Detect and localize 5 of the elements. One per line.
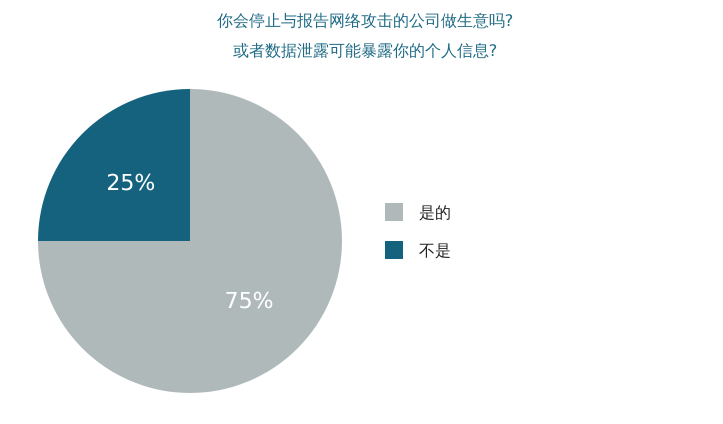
- legend-label: 不是: [419, 241, 451, 260]
- chart-title: 你会停止与报告网络攻击的公司做生意吗? 或者数据泄露可能暴露你的个人信息?: [216, 11, 514, 60]
- data-label: 75%: [224, 289, 274, 314]
- data-label: 25%: [106, 170, 156, 196]
- legend-label: 是的: [419, 203, 451, 222]
